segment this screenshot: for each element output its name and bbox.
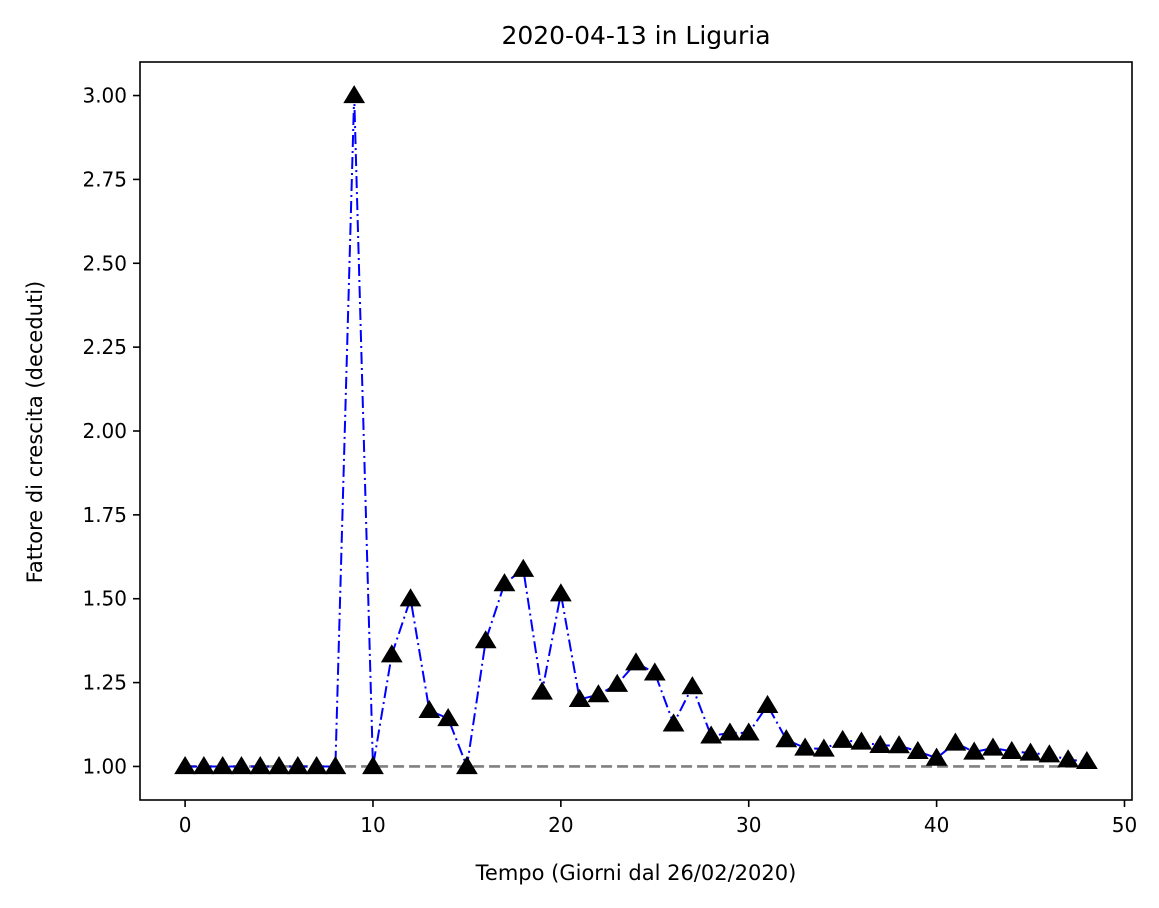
y-tick-label: 2.25	[82, 335, 127, 359]
data-point-marker	[1057, 749, 1080, 768]
data-point-marker	[474, 630, 497, 649]
data-point-marker	[869, 734, 892, 753]
x-tick-label: 30	[736, 813, 761, 837]
data-point-marker	[1019, 742, 1042, 761]
y-tick-label: 1.50	[82, 587, 127, 611]
y-tick-label: 2.50	[82, 251, 127, 275]
data-point-marker	[681, 676, 704, 695]
data-point-marker	[399, 588, 422, 607]
data-point-marker	[944, 732, 967, 751]
x-tick-label: 50	[1112, 813, 1137, 837]
y-tick-label: 2.00	[82, 419, 127, 443]
data-point-marker	[493, 573, 516, 592]
data-point-marker	[268, 755, 290, 775]
data-point-marker	[1038, 744, 1061, 763]
x-tick-label: 40	[924, 813, 949, 837]
data-point-marker	[531, 681, 553, 700]
data-point-marker	[568, 688, 591, 707]
data-point-marker	[305, 755, 328, 775]
x-tick-label: 10	[360, 813, 385, 837]
y-axis-label: Fattore di crescita (deceduti)	[23, 281, 47, 584]
data-point-marker	[662, 713, 685, 732]
data-point-marker	[174, 755, 196, 775]
data-point-marker	[888, 735, 910, 754]
data-point-marker	[230, 755, 253, 775]
y-tick-label: 2.75	[82, 167, 127, 191]
data-point-marker	[192, 755, 215, 775]
data-point-marker	[606, 673, 629, 692]
data-point-marker	[794, 737, 816, 756]
data-point-marker	[700, 725, 723, 744]
y-tick-label: 1.00	[82, 754, 127, 778]
data-point-marker	[812, 738, 835, 757]
data-point-marker	[587, 684, 610, 703]
data-point-marker	[719, 722, 741, 741]
data-point-marker	[925, 747, 948, 766]
data-point-marker	[286, 755, 309, 775]
data-point-marker	[643, 662, 666, 681]
data-point-marker	[418, 699, 441, 719]
data-point-marker	[380, 644, 403, 663]
data-point-marker	[625, 652, 647, 671]
data-point-marker	[343, 85, 366, 104]
data-point-marker	[549, 583, 572, 602]
data-point-marker	[850, 731, 873, 750]
chart-title: 2020-04-13 in Liguria	[501, 21, 770, 50]
y-tick-label: 1.75	[82, 503, 127, 527]
data-point-marker	[737, 722, 760, 741]
data-point-marker	[756, 694, 779, 714]
x-tick-label: 20	[548, 813, 573, 837]
y-tick-label: 3.00	[82, 84, 127, 108]
data-point-marker	[211, 755, 234, 775]
y-tick-label: 1.25	[82, 671, 127, 695]
data-point-marker	[906, 740, 929, 759]
data-point-marker	[249, 755, 272, 775]
data-point-marker	[324, 755, 347, 775]
data-point-marker	[982, 737, 1004, 756]
data-point-marker	[775, 729, 798, 748]
data-point-marker	[963, 741, 986, 760]
data-point-marker	[437, 708, 460, 727]
plot-area	[174, 85, 1098, 775]
x-tick-label: 0	[179, 813, 192, 837]
data-point-marker	[1076, 750, 1098, 770]
data-point-marker	[362, 755, 384, 775]
data-point-marker	[831, 729, 854, 748]
data-point-marker	[456, 755, 478, 775]
data-point-marker	[1000, 740, 1023, 759]
data-point-marker	[512, 558, 535, 577]
axes: 0 10 20 30 40 50 1.00 1.25 1.50 1.75 2.00 2.25 2.50 2…	[82, 61, 1137, 837]
x-axis-label: Tempo (Giorni dal 26/02/2020)	[475, 861, 797, 885]
